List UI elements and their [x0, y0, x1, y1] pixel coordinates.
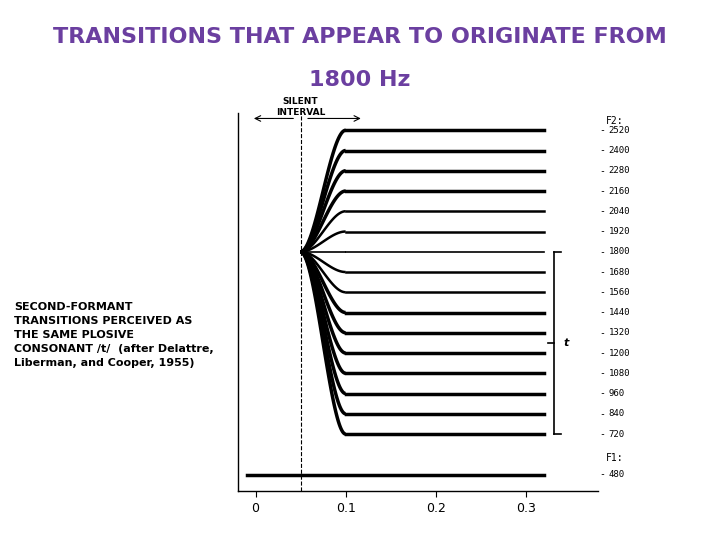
- Text: -: -: [600, 186, 606, 196]
- Text: 1800: 1800: [608, 247, 630, 256]
- Text: 1200: 1200: [608, 348, 630, 357]
- Text: SILENT
INTERVAL: SILENT INTERVAL: [276, 97, 325, 117]
- Text: -: -: [600, 226, 606, 237]
- Text: -: -: [600, 307, 606, 318]
- Text: F1:: F1:: [606, 453, 624, 463]
- Text: -: -: [600, 125, 606, 136]
- Text: 1080: 1080: [608, 369, 630, 378]
- Text: 1320: 1320: [608, 328, 630, 338]
- Text: -: -: [600, 206, 606, 217]
- Text: -: -: [600, 145, 606, 156]
- Text: 1440: 1440: [608, 308, 630, 317]
- Text: 840: 840: [608, 409, 624, 418]
- Text: -: -: [600, 267, 606, 277]
- Text: -: -: [600, 348, 606, 358]
- Text: 2280: 2280: [608, 166, 630, 176]
- Text: SECOND-FORMANT
TRANSITIONS PERCEIVED AS
THE SAME PLOSIVE
CONSONANT /t/  (after D: SECOND-FORMANT TRANSITIONS PERCEIVED AS …: [14, 302, 214, 368]
- Text: -: -: [600, 247, 606, 257]
- Text: -: -: [600, 429, 606, 439]
- Text: -: -: [600, 388, 606, 399]
- Text: 1560: 1560: [608, 288, 630, 297]
- Text: TRANSITIONS THAT APPEAR TO ORIGINATE FROM: TRANSITIONS THAT APPEAR TO ORIGINATE FRO…: [53, 27, 667, 47]
- Text: -: -: [600, 368, 606, 379]
- Text: -: -: [600, 409, 606, 419]
- Text: 2040: 2040: [608, 207, 630, 216]
- Text: 1920: 1920: [608, 227, 630, 236]
- Text: t: t: [564, 338, 569, 348]
- Text: -: -: [600, 166, 606, 176]
- Text: -: -: [600, 469, 606, 480]
- Text: 480: 480: [608, 470, 624, 479]
- Text: 2400: 2400: [608, 146, 630, 155]
- Text: -: -: [600, 287, 606, 298]
- Text: 2160: 2160: [608, 186, 630, 195]
- Text: F2:: F2:: [606, 116, 624, 126]
- Text: 960: 960: [608, 389, 624, 398]
- Text: 1800 Hz: 1800 Hz: [310, 70, 410, 90]
- Text: -: -: [600, 328, 606, 338]
- Text: 1680: 1680: [608, 267, 630, 276]
- Text: 2520: 2520: [608, 126, 630, 135]
- Text: 720: 720: [608, 429, 624, 438]
